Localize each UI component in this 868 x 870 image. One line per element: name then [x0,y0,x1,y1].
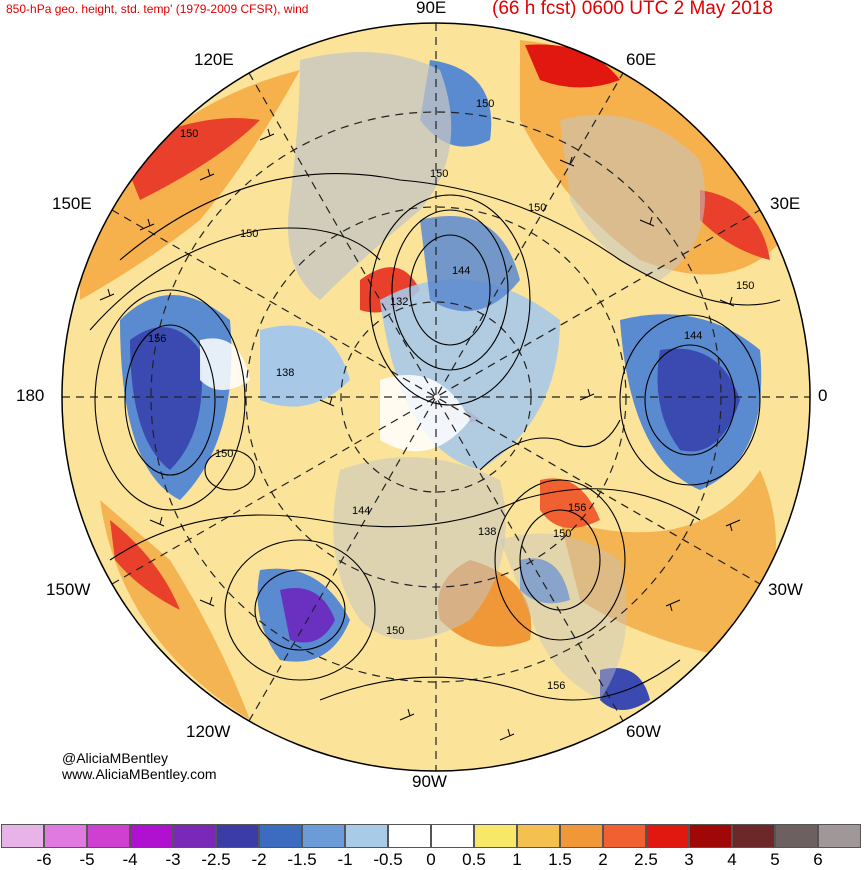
colorbar-swatch [345,824,388,848]
colorbar-tick-label: 0 [426,850,436,869]
colorbar-tick-label: 1 [512,850,522,869]
contour-label: 150 [476,98,494,110]
contour-label: 150 [386,625,404,637]
colorbar-swatch [87,824,130,848]
colorbar-swatch [517,824,560,848]
colorbar-swatch [775,824,818,848]
contour-label: 150 [240,228,258,240]
contour-label: 150 [736,280,754,292]
colorbar-swatch [646,824,689,848]
contour-label: 156 [568,502,586,514]
polar-map: 150 150 150 150 150 144 132 138 156 150 … [61,22,811,772]
contour-label: 150 [180,128,198,140]
colorbar-swatch [818,824,861,848]
contour-label: 138 [276,367,294,379]
colorbar-tick-label: -3 [165,850,181,869]
colorbar-tick-label: 2.5 [634,850,658,869]
credit-website: www.AliciaMBentley.com [62,766,217,782]
lon-label-180: 180 [16,386,45,405]
contour-label: 150 [215,448,233,460]
contour-label: 132 [390,296,408,308]
lon-label-90e: 90E [416,0,447,17]
colorbar-swatch [689,824,732,848]
contour-label: 138 [478,526,496,538]
map-disk [62,23,810,771]
colorbar-swatch [259,824,302,848]
credit-handle: @AliciaMBentley [62,750,169,766]
forecast-time-title: (66 h fcst) 0600 UTC 2 May 2018 [492,0,773,19]
colorbar-tick-label: -2 [251,850,267,869]
lon-label-120e: 120E [194,50,234,69]
graticule [62,23,810,771]
lon-label-150w: 150W [46,580,91,599]
lon-label-60e: 60E [626,50,657,69]
colorbar-swatch [130,824,173,848]
contour-label: 144 [684,330,702,342]
colorbar-tick-label: 3 [684,850,694,869]
temperature-anomaly-colorbar: -6 -5 -4 -3 -2.5 -2 -1.5 -1 -0.5 0 0.5 1 1.5 2 2.5 3 4 5 6 [0,820,868,869]
colorbar-tick-label: -1.5 [287,850,317,869]
lon-label-0: 0 [818,386,828,405]
map-title: 850-hPa geo. height, std. temp' (1979-20… [6,2,309,16]
colorbar-swatch [474,824,517,848]
map-boundary [61,22,811,772]
contour-label: 150 [430,168,448,180]
contour-labels: 150 150 150 150 150 144 132 138 156 150 … [148,98,754,692]
colorbar-tick-label: 0.5 [462,850,486,869]
contour-label: 156 [547,680,565,692]
height-contours [89,173,781,701]
colorbar-tick-label: -5 [79,850,95,869]
lon-label-90w: 90W [412,772,447,791]
colorbar-swatch [431,824,474,848]
contour-label: 144 [352,505,370,517]
colorbar-swatch [603,824,646,848]
colorbar-swatch [560,824,603,848]
colorbar-swatch [44,824,87,848]
colorbar-tick-label: -4 [122,850,138,869]
colorbar-tick-label: -2.5 [201,850,231,869]
contour-label: 156 [148,333,166,345]
lon-label-150e: 150E [52,194,92,213]
colorbar-swatch [1,824,44,848]
lon-label-120w: 120W [186,722,231,741]
lon-label-60w: 60W [626,722,661,741]
lon-label-30e: 30E [770,194,801,213]
wind-barbs [99,128,741,741]
colorbar-tick-label: 2 [598,850,608,869]
colorbar-swatch [216,824,259,848]
colorbar-tick-label: -0.5 [373,850,403,869]
colorbar-tick-label: -6 [36,850,52,869]
colorbar-tick-label: 5 [770,850,780,869]
colorbar-tick-label: 6 [813,850,823,869]
lon-label-30w: 30W [768,580,803,599]
colorbar-tick-label: 1.5 [548,850,572,869]
colorbar-tick-label: -1 [337,850,353,869]
colorbar-swatch [732,824,775,848]
colorbar-tick-label: 4 [727,850,737,869]
colorbar-swatch [388,824,431,848]
contour-label: 144 [452,265,470,277]
colorbar-swatch [302,824,345,848]
contour-label: 150 [528,202,546,214]
contour-label: 150 [553,528,571,540]
colorbar-swatch [173,824,216,848]
